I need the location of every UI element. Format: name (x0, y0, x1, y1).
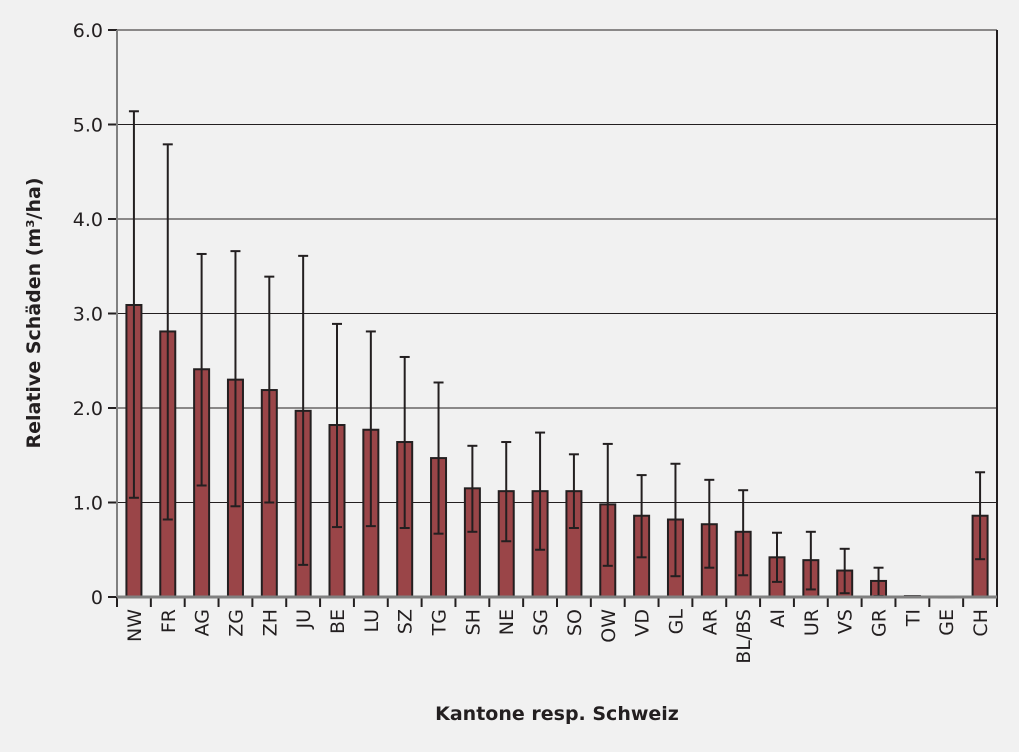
x-tick-label: JU (293, 609, 315, 630)
y-axis-label: Relative Schäden (m³/ha) (23, 177, 45, 448)
x-tick-label: BE (327, 609, 349, 634)
x-tick-label: NE (496, 609, 518, 635)
gridlines (117, 29, 997, 503)
y-tick-label: 3.0 (73, 304, 103, 326)
x-axis-label: Kantone resp. Schweiz (435, 703, 679, 725)
axes (108, 29, 998, 607)
x-tick-label: AI (767, 609, 789, 628)
y-tick-label: 6.0 (73, 20, 103, 42)
x-tick-label: GR (869, 609, 891, 637)
x-tick-label: ZH (259, 609, 281, 636)
x-tick-label: NW (124, 609, 146, 642)
x-tick-label: SH (462, 609, 484, 635)
x-tick-label: SG (530, 609, 552, 636)
x-tick-label: AG (192, 609, 214, 636)
x-tick-label: TI (902, 609, 924, 627)
x-tick-label: FR (158, 609, 180, 633)
x-tick-label: TG (429, 609, 451, 636)
x-tick-labels: NW FR AG ZG ZH JU BE LU SZ TG SH NE SG SO OW VD GL AR BL/B… (124, 609, 992, 664)
x-tick-label: AR (699, 609, 721, 635)
x-tick-label: LU (361, 609, 383, 633)
x-tick-label: CH (970, 609, 992, 637)
x-tick-label: OW (598, 609, 620, 643)
x-tick-label: UR (801, 609, 823, 636)
x-tick-label: SZ (395, 609, 417, 634)
x-tick-label: GL (665, 609, 687, 635)
bars (125, 110, 989, 599)
y-tick-label: 1.0 (73, 493, 103, 515)
x-tick-label: ZG (225, 609, 247, 637)
x-tick-label: VD (632, 609, 654, 637)
x-tick-label: SO (564, 609, 586, 636)
x-tick-label: GE (936, 609, 958, 636)
y-tick-label: 2.0 (73, 398, 103, 420)
x-tick-label: BL/BS (733, 609, 755, 664)
y-tick-labels: 0 1.0 2.0 3.0 4.0 5.0 6.0 (73, 20, 103, 609)
y-tick-label: 5.0 (73, 115, 103, 137)
y-tick-label: 0 (91, 587, 103, 609)
y-tick-label: 4.0 (73, 209, 103, 231)
x-tick-label: VS (835, 609, 857, 634)
